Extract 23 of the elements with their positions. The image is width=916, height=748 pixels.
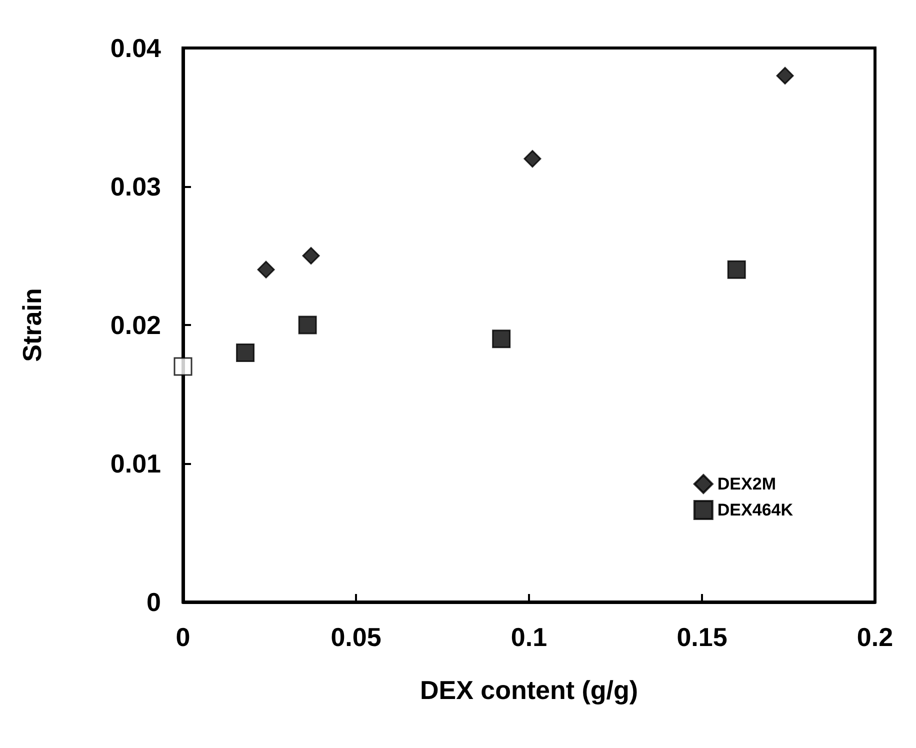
point <box>302 247 320 264</box>
y-tick-label: 0.01 <box>110 448 161 478</box>
point <box>524 150 542 168</box>
x-tick-label: 0.05 <box>330 622 382 652</box>
y-tick-label: 0.03 <box>110 172 161 202</box>
y-tick-label: 0 <box>146 587 161 617</box>
x-tick-label: 0 <box>176 622 190 652</box>
point <box>257 260 275 278</box>
x-tick-label: 0.2 <box>856 622 894 652</box>
point <box>776 66 794 84</box>
legend-label: DEX2M <box>717 474 776 494</box>
point <box>298 316 317 334</box>
legend-label: DEX464K <box>717 500 794 520</box>
point <box>174 357 192 376</box>
x-tick-label: 0.15 <box>676 622 728 652</box>
point <box>727 260 746 279</box>
y-tick-label: 0.02 <box>110 310 161 340</box>
point <box>492 330 511 348</box>
y-tick-label: 0.04 <box>110 33 162 63</box>
y-axis-title: Strain <box>17 288 47 362</box>
point <box>236 343 255 362</box>
x-tick-label: 0.1 <box>510 622 548 652</box>
x-axis-title: DEX content (g/g) <box>420 675 638 705</box>
